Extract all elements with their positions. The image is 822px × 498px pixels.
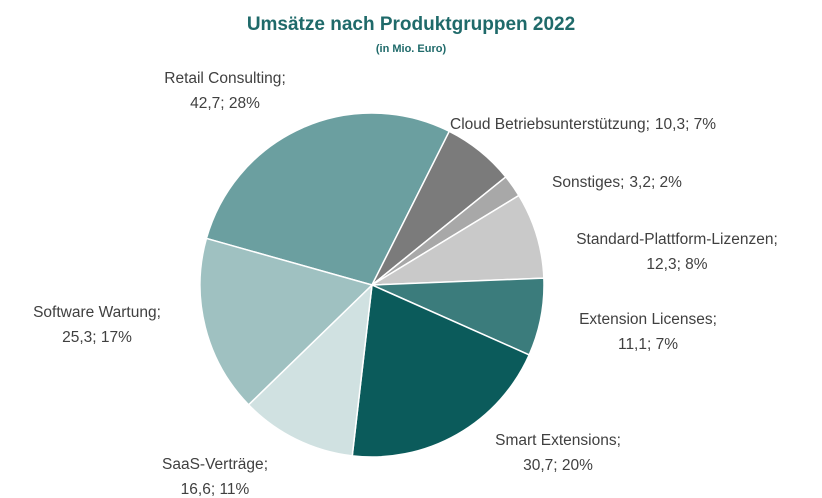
label-value: 3,2; 2% — [629, 174, 682, 191]
label-value: 25,3; 17% — [62, 329, 132, 346]
label-value: 30,7; 20% — [523, 457, 593, 474]
data-label: Cloud Betriebsunterstützung; 10,3; 7% — [450, 116, 716, 133]
label-separator: ; — [617, 432, 621, 449]
label-separator: ; — [773, 231, 777, 248]
label-separator: ; — [157, 304, 161, 321]
label-value: 16,6; 11% — [181, 481, 250, 498]
data-label: Software Wartung; 25,3; 17% — [33, 304, 161, 346]
chart-subtitle: (in Mio. Euro) — [376, 43, 447, 55]
data-label: Retail Consulting; 42,7; 28% — [164, 70, 286, 112]
label-category: Extension Licenses — [579, 311, 713, 328]
pie-slice — [247, 282, 373, 457]
label-value: 11,1; 7% — [618, 336, 678, 353]
label-category: Sonstiges — [552, 174, 620, 191]
data-label: SaaS-Verträge; 16,6; 11% — [162, 456, 268, 498]
label-value: 10,3; 7% — [655, 116, 716, 133]
label-value: 12,3; 8% — [646, 256, 707, 273]
data-label: Standard-Plattform-Lizenzen; 12,3; 8% — [576, 231, 778, 273]
label-separator: ; — [281, 70, 285, 87]
label-category: Smart Extensions — [495, 432, 617, 449]
label-category: SaaS-Verträge — [162, 456, 264, 473]
data-label: Sonstiges; 3,2; 2% — [552, 174, 682, 191]
data-label: Smart Extensions; 30,7; 20% — [495, 432, 621, 474]
pie-slice — [351, 283, 531, 458]
label-category: Retail Consulting — [164, 70, 281, 87]
pie-slice — [205, 112, 451, 286]
chart-title: Umsätze nach Produktgruppen 2022 — [247, 14, 575, 35]
label-separator: ; — [620, 174, 624, 191]
label-separator: ; — [713, 311, 717, 328]
label-category: Software Wartung — [33, 304, 156, 321]
label-category: Standard-Plattform-Lizenzen — [576, 231, 773, 248]
label-category: Cloud Betriebsunterstützung — [450, 116, 646, 133]
label-separator: ; — [646, 116, 650, 133]
label-value: 42,7; 28% — [190, 95, 260, 112]
label-separator: ; — [264, 456, 268, 473]
pie-slice — [199, 237, 374, 406]
data-label: Extension Licenses; 11,1; 7% — [579, 311, 717, 353]
